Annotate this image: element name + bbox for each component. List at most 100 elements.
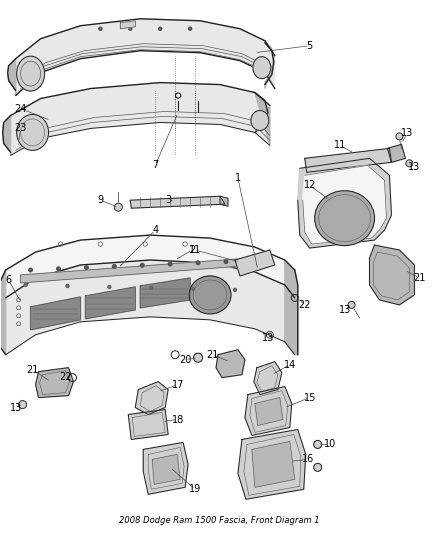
- Polygon shape: [370, 245, 414, 305]
- Text: 13: 13: [10, 402, 22, 413]
- Polygon shape: [255, 398, 283, 425]
- Polygon shape: [265, 41, 275, 88]
- Polygon shape: [252, 441, 295, 487]
- Circle shape: [168, 262, 172, 266]
- Circle shape: [85, 266, 88, 269]
- Polygon shape: [220, 196, 228, 206]
- Polygon shape: [8, 59, 16, 95]
- Polygon shape: [254, 362, 282, 394]
- Circle shape: [233, 288, 237, 292]
- Polygon shape: [235, 250, 275, 276]
- Text: 10: 10: [324, 439, 336, 449]
- Polygon shape: [35, 368, 74, 398]
- Circle shape: [406, 160, 413, 167]
- Polygon shape: [85, 287, 135, 319]
- Polygon shape: [305, 148, 392, 172]
- Circle shape: [348, 301, 355, 309]
- Polygon shape: [11, 83, 270, 155]
- Polygon shape: [140, 278, 190, 308]
- Text: 4: 4: [152, 225, 158, 235]
- Text: 7: 7: [152, 160, 158, 171]
- Polygon shape: [3, 116, 11, 155]
- Circle shape: [314, 463, 321, 471]
- Circle shape: [191, 287, 194, 290]
- Circle shape: [189, 27, 191, 30]
- Text: 13: 13: [408, 163, 420, 172]
- Polygon shape: [152, 455, 180, 484]
- Text: 3: 3: [165, 195, 171, 205]
- Text: 20: 20: [179, 354, 191, 365]
- Circle shape: [129, 27, 132, 30]
- Text: 23: 23: [14, 124, 27, 133]
- Text: 15: 15: [304, 393, 316, 402]
- Circle shape: [66, 285, 69, 287]
- Circle shape: [99, 27, 102, 30]
- Polygon shape: [388, 144, 406, 163]
- Ellipse shape: [253, 56, 271, 78]
- Polygon shape: [238, 430, 306, 499]
- Polygon shape: [130, 196, 225, 208]
- Text: 11: 11: [189, 245, 201, 255]
- Text: 17: 17: [172, 379, 184, 390]
- Text: 19: 19: [189, 484, 201, 494]
- Text: 16: 16: [302, 455, 314, 464]
- Text: 21: 21: [206, 350, 218, 360]
- Text: 13: 13: [262, 333, 274, 343]
- Polygon shape: [303, 165, 386, 244]
- Polygon shape: [21, 258, 255, 283]
- Polygon shape: [255, 93, 270, 146]
- Circle shape: [108, 286, 111, 288]
- Text: 1: 1: [235, 173, 241, 183]
- Circle shape: [196, 261, 200, 264]
- Circle shape: [224, 260, 228, 263]
- Text: 24: 24: [14, 103, 27, 114]
- Circle shape: [113, 264, 116, 268]
- Text: 6: 6: [6, 275, 12, 285]
- Circle shape: [252, 259, 256, 262]
- Circle shape: [141, 263, 144, 267]
- Polygon shape: [298, 158, 392, 248]
- Circle shape: [159, 27, 162, 30]
- Text: 21: 21: [413, 273, 426, 283]
- Circle shape: [194, 353, 202, 362]
- Circle shape: [396, 133, 403, 140]
- Ellipse shape: [17, 56, 45, 91]
- Ellipse shape: [189, 276, 231, 314]
- Text: 22: 22: [59, 372, 72, 382]
- Text: 13: 13: [339, 305, 351, 315]
- Polygon shape: [245, 386, 292, 435]
- Ellipse shape: [314, 191, 374, 246]
- Text: 11: 11: [333, 140, 346, 150]
- Circle shape: [29, 268, 32, 272]
- Polygon shape: [285, 260, 298, 355]
- Text: 12: 12: [304, 180, 316, 190]
- Ellipse shape: [251, 110, 269, 131]
- Circle shape: [19, 401, 27, 409]
- Text: 21: 21: [26, 365, 39, 375]
- Text: 9: 9: [97, 195, 103, 205]
- Polygon shape: [216, 350, 245, 378]
- Circle shape: [314, 440, 321, 448]
- Polygon shape: [120, 21, 135, 29]
- Circle shape: [177, 94, 179, 97]
- Text: 18: 18: [172, 415, 184, 424]
- Text: 5: 5: [307, 41, 313, 51]
- Polygon shape: [16, 19, 275, 95]
- Text: 2: 2: [189, 245, 195, 255]
- Polygon shape: [143, 442, 188, 494]
- Polygon shape: [135, 382, 168, 415]
- Text: 22: 22: [298, 300, 311, 310]
- Circle shape: [57, 267, 60, 271]
- Circle shape: [24, 284, 27, 286]
- Polygon shape: [0, 270, 6, 355]
- Ellipse shape: [17, 115, 49, 150]
- Polygon shape: [6, 260, 295, 355]
- Text: 13: 13: [401, 128, 413, 139]
- Polygon shape: [6, 235, 295, 298]
- Text: 14: 14: [284, 360, 296, 370]
- Polygon shape: [31, 297, 81, 330]
- Text: 2008 Dodge Ram 1500 Fascia, Front Diagram 1: 2008 Dodge Ram 1500 Fascia, Front Diagra…: [119, 516, 319, 524]
- Circle shape: [176, 93, 180, 98]
- Circle shape: [150, 286, 153, 289]
- Polygon shape: [128, 409, 168, 439]
